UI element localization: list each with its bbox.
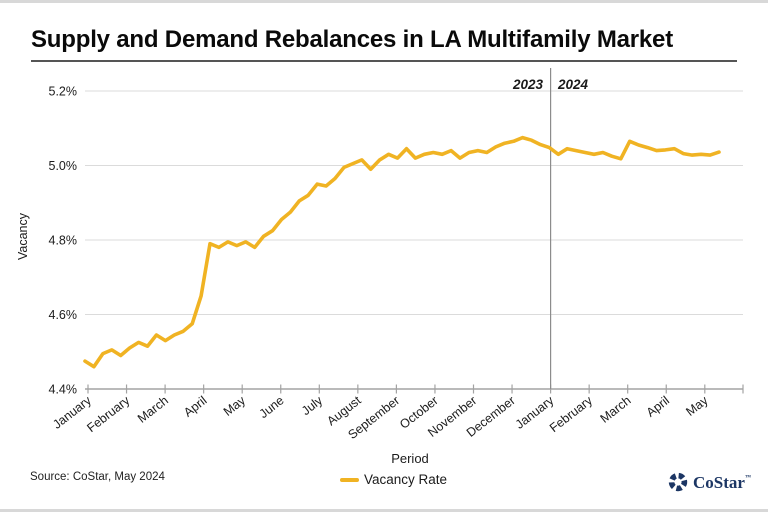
x-tick-label: May	[221, 393, 249, 419]
title-divider-rule	[31, 60, 737, 62]
vacancy-rate-line	[83, 135, 721, 369]
costar-pinwheel-icon	[668, 472, 688, 492]
x-tick-label: April	[644, 393, 672, 419]
year-label-2023: 2023	[512, 77, 543, 92]
costar-logo: CoStar™	[668, 472, 751, 492]
x-tick-label: April	[181, 393, 209, 419]
x-tick-label: November	[425, 393, 479, 440]
x-tick-label: January	[513, 393, 557, 432]
trademark-symbol: ™	[744, 474, 751, 481]
vacancy-rate-line-swatch	[340, 477, 359, 482]
x-tick-label: May	[683, 393, 711, 419]
top-border-strip	[0, 0, 768, 3]
y-tick-label: 4.6%	[49, 308, 78, 322]
x-tick-label: January	[50, 393, 94, 432]
x-axis-title: Period	[391, 451, 429, 466]
source-note: Source: CoStar, May 2024	[30, 471, 165, 483]
x-tick-label: August	[324, 393, 364, 428]
y-tick-label: 5.2%	[49, 84, 78, 98]
year-label-2024: 2024	[558, 77, 589, 92]
x-tick-label: February	[84, 393, 133, 435]
bottom-border-strip	[0, 509, 768, 512]
x-tick-label: October	[397, 393, 441, 431]
x-tick-label: July	[299, 393, 326, 418]
costar-logo-text: CoStar™	[693, 472, 751, 492]
x-tick-label: March	[135, 393, 171, 425]
x-tick-label: December	[464, 393, 518, 440]
legend-label: Vacancy Rate	[364, 472, 448, 487]
y-tick-label: 5.0%	[49, 159, 78, 173]
legend: Vacancy Rate	[340, 472, 447, 487]
page-title: Supply and Demand Rebalances in LA Multi…	[31, 26, 673, 53]
x-tick-label: March	[598, 393, 634, 425]
y-axis-title: Vacancy	[16, 213, 30, 261]
y-tick-label: 4.8%	[49, 233, 78, 247]
x-tick-label: September	[345, 393, 402, 442]
y-tick-label: 4.4%	[49, 382, 78, 396]
x-tick-label: February	[547, 393, 596, 435]
x-tick-label: June	[257, 393, 287, 421]
